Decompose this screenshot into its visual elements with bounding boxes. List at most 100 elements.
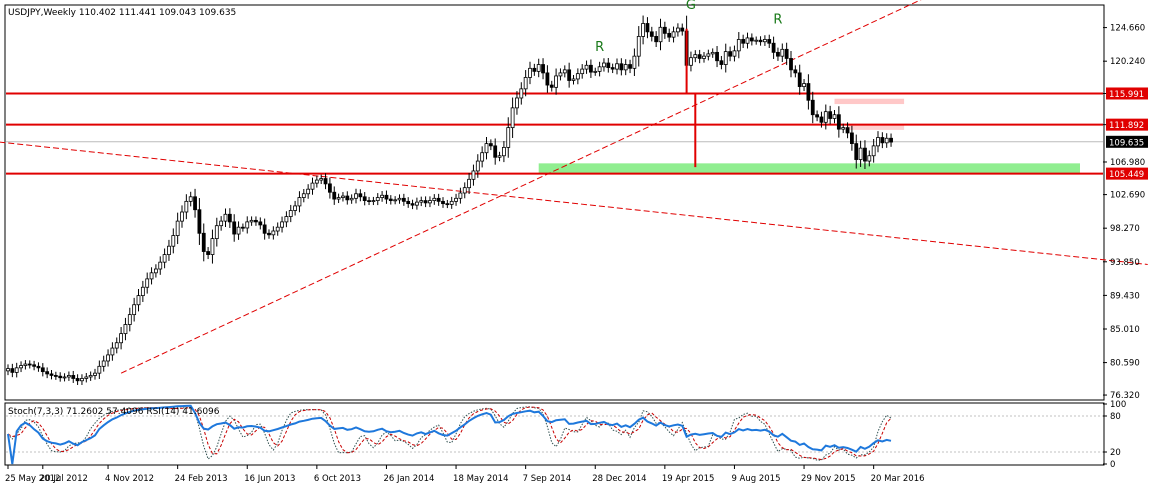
candle-body <box>763 39 767 43</box>
candle-body <box>449 200 454 205</box>
candle-body <box>532 67 537 72</box>
candle-body <box>723 51 728 65</box>
candle-body <box>706 53 711 57</box>
candle-body <box>293 205 298 211</box>
x-tick-label: 20 Jul 2012 <box>40 474 88 484</box>
candle-body <box>93 372 97 376</box>
candle-body <box>80 378 84 382</box>
chart-title: USDJPY,Weekly 110.402 111.441 109.043 10… <box>8 8 236 18</box>
candle-body <box>301 193 306 198</box>
candle-body <box>649 31 654 37</box>
candle-body <box>306 188 311 195</box>
price-tag <box>1106 118 1148 131</box>
candle-body <box>806 83 811 101</box>
y-tick-label: 89.430 <box>1110 291 1140 301</box>
candle-body <box>523 77 528 90</box>
candle-body <box>602 62 606 68</box>
pattern-label: R <box>773 12 782 27</box>
candle-body <box>201 232 206 252</box>
ind-y-tick-label: 100 <box>1110 400 1126 410</box>
candle-body <box>62 376 67 379</box>
candle-body <box>728 51 732 57</box>
candle-body <box>132 304 137 316</box>
candle-body <box>632 55 637 69</box>
candle-body <box>745 37 750 44</box>
candle-body <box>797 72 802 87</box>
candle-body <box>880 137 885 144</box>
candle-body <box>710 51 715 55</box>
candle-body <box>341 195 345 198</box>
candle-body <box>280 221 284 228</box>
candle-body <box>702 55 706 59</box>
candle-body <box>223 213 228 222</box>
candle-body <box>171 235 176 247</box>
candle-body <box>615 63 619 70</box>
candle-body <box>580 68 585 75</box>
candle-body <box>754 39 759 42</box>
main-chart-frame <box>4 4 1105 401</box>
x-tick-label: 26 Jan 2014 <box>383 474 434 484</box>
candle-body <box>45 371 50 375</box>
candle-body <box>441 200 445 205</box>
candle-body <box>867 155 872 162</box>
candle-body <box>889 137 893 143</box>
x-tick-label: 6 Oct 2013 <box>314 474 361 484</box>
candle-body <box>184 200 189 213</box>
candle-body <box>254 219 258 223</box>
candle-body <box>136 295 141 306</box>
candle-body <box>815 114 819 118</box>
candle-body <box>562 69 567 74</box>
stoch-main-line <box>7 406 892 461</box>
candle-body <box>384 194 389 200</box>
candle-body <box>432 197 437 201</box>
candle-body <box>828 111 833 119</box>
candle-body <box>319 178 324 181</box>
candle-body <box>793 69 798 74</box>
candle-body <box>6 368 10 372</box>
candle-body <box>275 226 280 232</box>
price-tag <box>1106 87 1148 100</box>
candle-body <box>262 224 267 234</box>
candle-body <box>719 60 724 65</box>
candle-body <box>871 145 876 157</box>
y-tick-label: 85.010 <box>1110 325 1140 335</box>
candle-body <box>458 192 463 199</box>
candle-body <box>884 137 889 144</box>
candle-body <box>510 107 515 129</box>
candle-body <box>53 375 58 377</box>
candle-body <box>206 251 211 255</box>
y-tick-label: 93.850 <box>1110 258 1140 268</box>
ind-y-tick-label: 0 <box>1110 460 1115 470</box>
x-tick-label: 28 Dec 2014 <box>592 474 646 484</box>
candle-body <box>106 354 110 362</box>
indicator-panel-frame <box>4 402 1105 466</box>
y-tick-label: 120.240 <box>1110 57 1145 67</box>
candle-body <box>732 50 737 57</box>
indicator-title: Stoch(7,3,3) 71.2602 57.4096 RSI(14) 41.… <box>8 407 220 417</box>
candle-body <box>488 143 493 147</box>
candle-body <box>676 27 680 33</box>
candle-body <box>654 36 659 43</box>
candle-body <box>628 64 632 69</box>
candle-body <box>680 27 685 32</box>
candle-body <box>197 209 202 234</box>
candle-body <box>410 203 415 206</box>
candle-body <box>454 197 458 202</box>
candle-body <box>854 143 859 160</box>
candle-body <box>332 191 337 200</box>
candle-body <box>175 220 180 236</box>
candle-body <box>397 197 402 201</box>
candle-body <box>19 365 23 369</box>
candle-body <box>236 226 241 235</box>
candle-body <box>771 42 776 53</box>
candle-body <box>345 195 350 201</box>
candle-body <box>515 97 519 109</box>
candle-body <box>284 216 289 223</box>
candle-body <box>558 72 563 77</box>
candle-body <box>58 375 63 379</box>
candle-body <box>188 196 193 202</box>
candle-body <box>671 31 676 38</box>
candle-body <box>36 365 41 369</box>
